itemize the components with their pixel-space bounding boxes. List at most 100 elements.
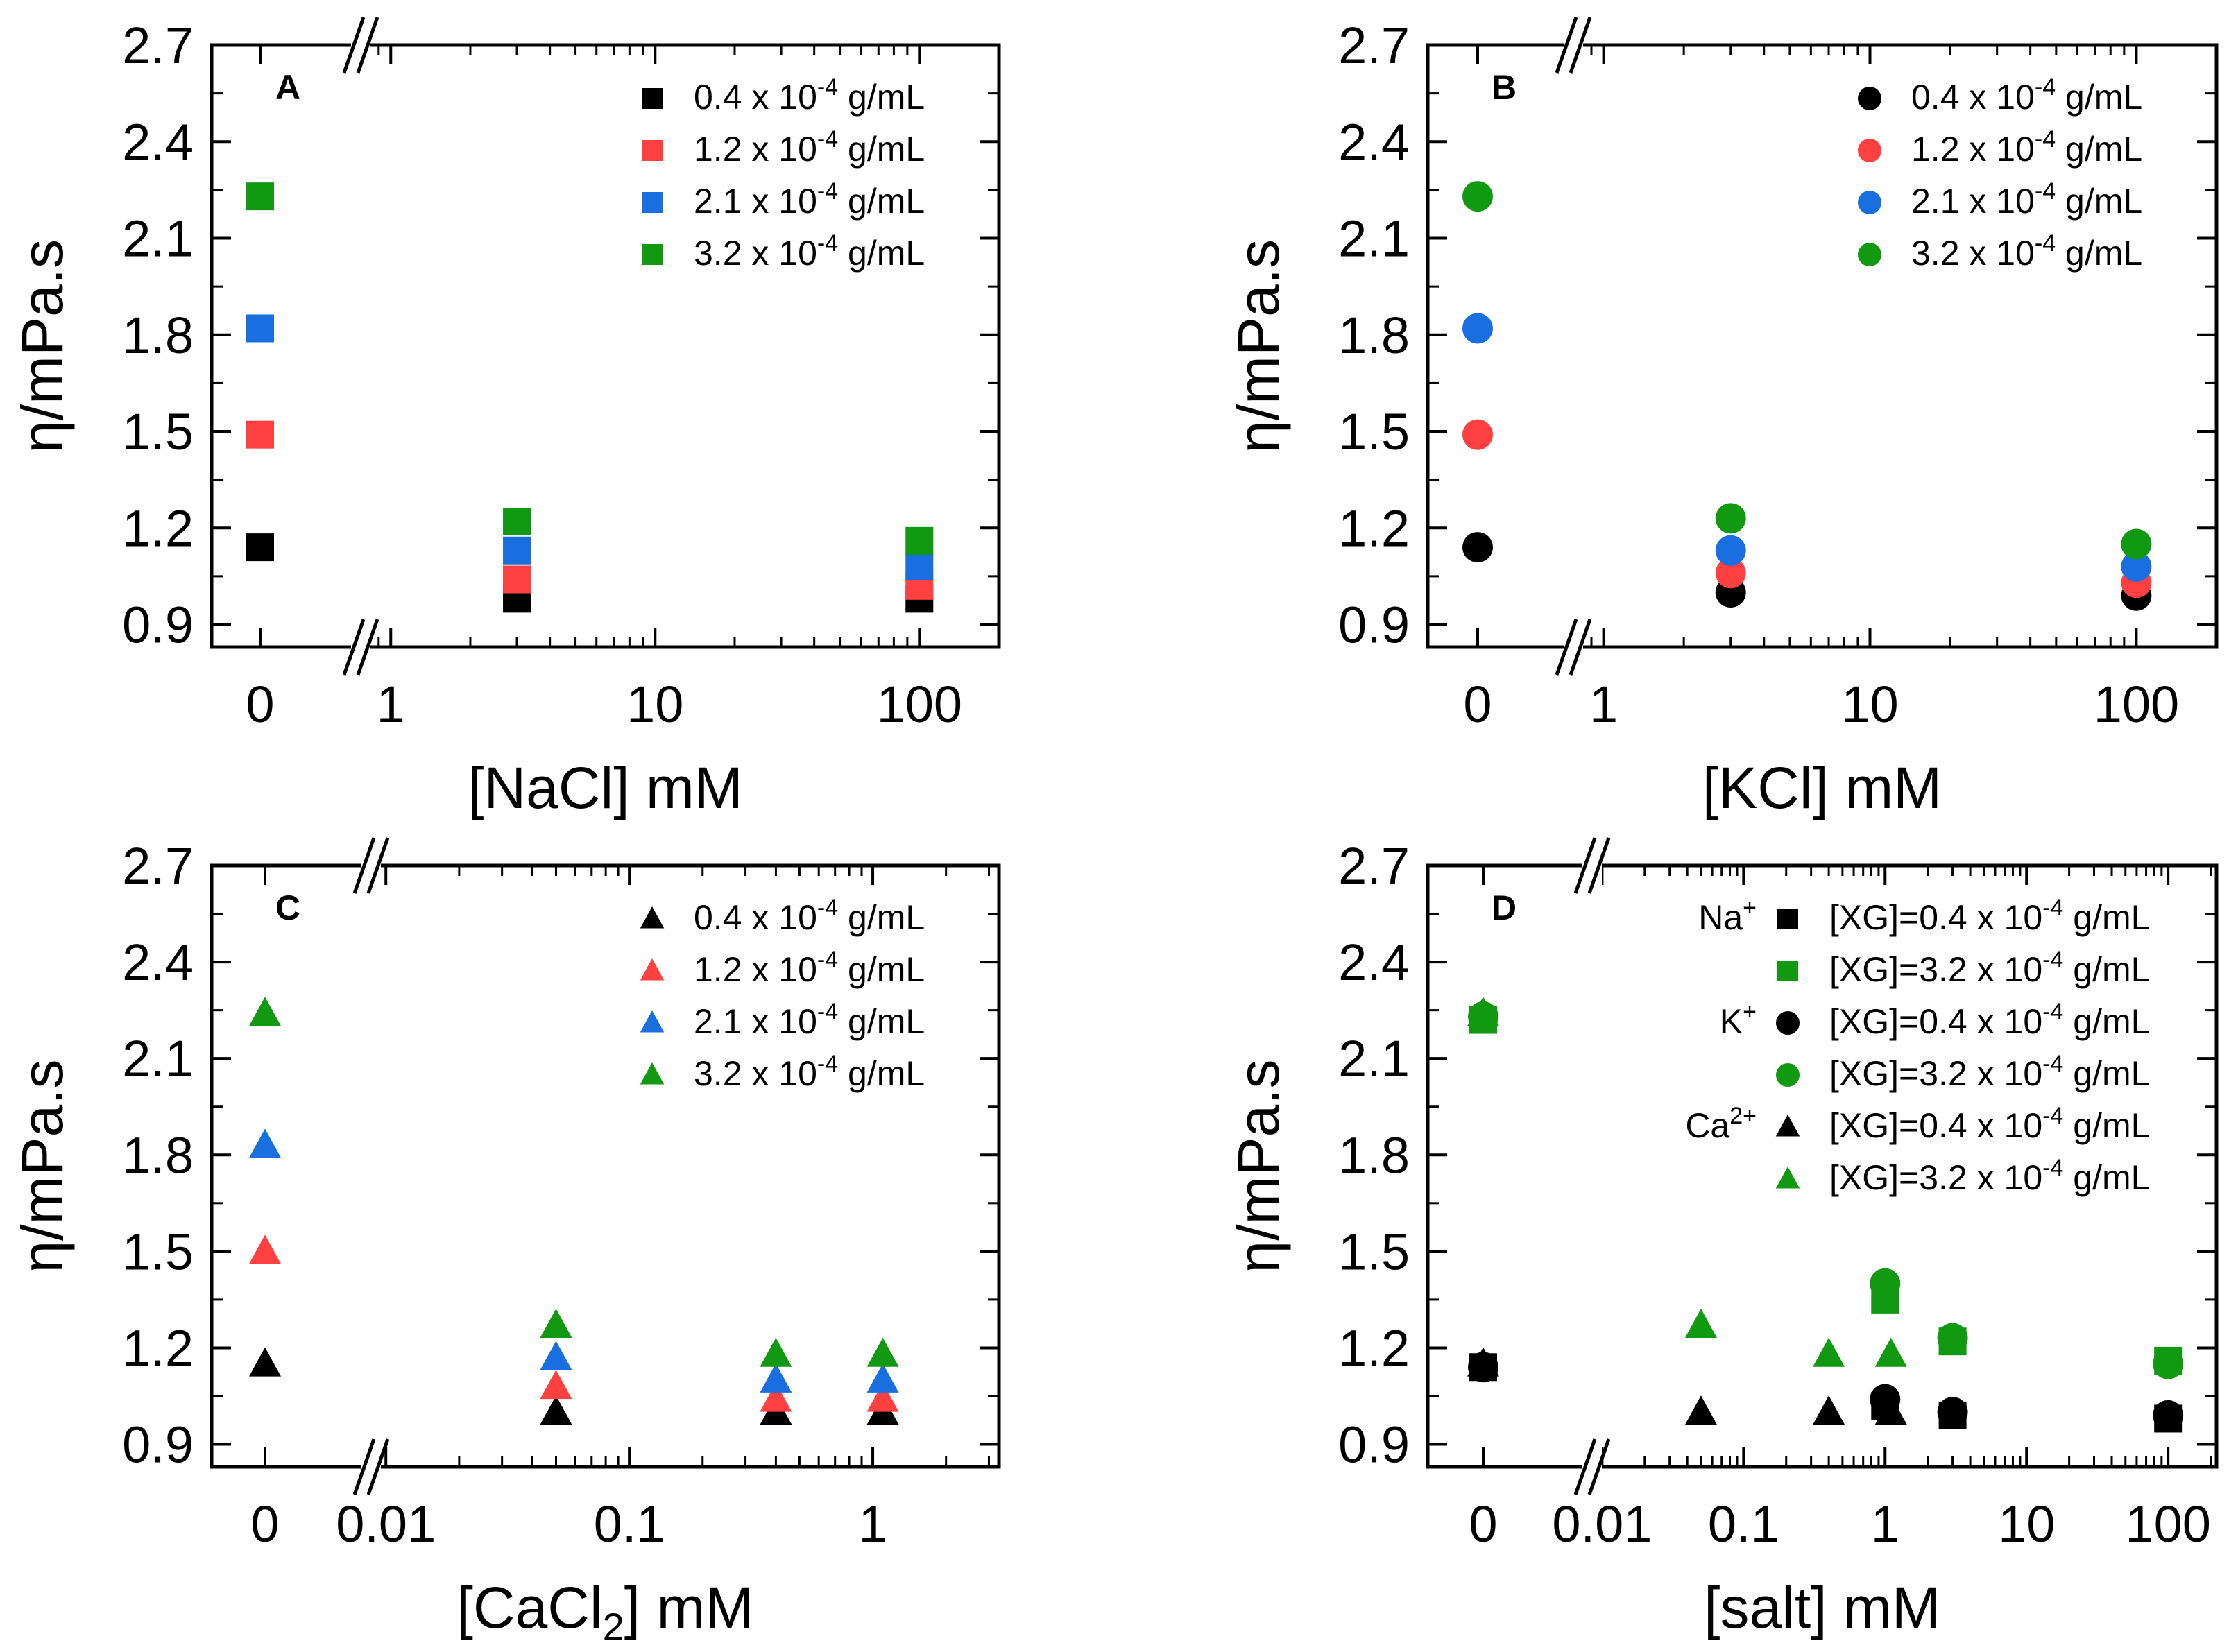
legend-label-unit: g/mL bbox=[2063, 1054, 2150, 1093]
legend-marker bbox=[640, 1062, 665, 1085]
legend-label: [XG]=3.2 x 10-4 g/mL bbox=[1829, 1051, 2150, 1093]
x-tick-label: 1 bbox=[1871, 1495, 1899, 1553]
series bbox=[249, 1347, 899, 1425]
legend-label-text: [XG]=0.4 x 10 bbox=[1829, 898, 2042, 937]
legend-label-unit: g/mL bbox=[838, 78, 925, 117]
legend-label-text: 0.4 x 10 bbox=[694, 78, 817, 117]
panel-b: 0.9 1.2 1.5 1.8 2.1 2.4 2.7 0 1 10 100 [KCl] mM η/mP… bbox=[1226, 17, 2219, 820]
legend-label-unit: g/mL bbox=[838, 950, 925, 989]
axis-break-mark bbox=[1573, 1438, 1597, 1495]
y-tick-label: 2.4 bbox=[1338, 113, 1410, 171]
legend-label: 2.1 x 10-4 g/mL bbox=[694, 178, 925, 221]
panel-letter: D bbox=[1492, 888, 1517, 927]
legend-ion-text: Na bbox=[1698, 898, 1743, 937]
data-point bbox=[249, 1128, 281, 1158]
legend-label-unit: g/mL bbox=[2063, 898, 2150, 937]
legend-marker bbox=[642, 140, 663, 161]
series bbox=[246, 533, 934, 613]
axis-break-mark bbox=[342, 619, 366, 676]
x-tick-label: 0 bbox=[1463, 676, 1492, 733]
legend-marker bbox=[640, 906, 665, 929]
legend-label: 2.1 x 10-4 g/mL bbox=[1911, 178, 2142, 221]
data-point bbox=[1813, 1395, 1845, 1425]
legend-label-text: 3.2 x 10 bbox=[1911, 234, 2035, 273]
x-axis-label: [salt] mM bbox=[1704, 1575, 1940, 1640]
axis-break-mark bbox=[1555, 17, 1578, 74]
legend-label-exp: -4 bbox=[2042, 947, 2063, 973]
axis-break-mark bbox=[352, 837, 376, 894]
data-point bbox=[1870, 1268, 1901, 1299]
y-tick-label: 2.7 bbox=[1338, 17, 1410, 74]
x-tick-label: 0.1 bbox=[594, 1495, 665, 1553]
legend: 0.4 x 10-4 g/mL1.2 x 10-4 g/mL2.1 x 10-4… bbox=[642, 74, 925, 273]
legend-label-text: 0.4 x 10 bbox=[694, 898, 817, 937]
data-point bbox=[503, 565, 531, 594]
data-point bbox=[1937, 1397, 1968, 1428]
data-point bbox=[540, 1341, 572, 1370]
data-point bbox=[246, 182, 274, 211]
data-point bbox=[503, 507, 531, 535]
legend-marker bbox=[642, 244, 663, 265]
panel-c: 0.9 1.2 1.5 1.8 2.1 2.4 2.7 0 0.01 0.1 1 [CaCl2] mM… bbox=[10, 837, 1001, 1649]
legend-label: [XG]=3.2 x 10-4 g/mL bbox=[1829, 1155, 2150, 1197]
legend-label: 2.1 x 10-4 g/mL bbox=[694, 999, 925, 1041]
x-axis-label: [KCl] mM bbox=[1702, 755, 1942, 820]
legend-label-exp: -4 bbox=[817, 999, 838, 1025]
data-point bbox=[249, 1347, 281, 1377]
panel-letter: B bbox=[1492, 68, 1517, 107]
legend-marker bbox=[1776, 1063, 1800, 1087]
legend-marker bbox=[642, 192, 663, 213]
y-tick-label: 1.8 bbox=[122, 307, 194, 364]
legend-marker bbox=[640, 958, 665, 981]
data-point bbox=[866, 1363, 899, 1393]
data-point bbox=[1937, 1323, 1968, 1354]
legend: 0.4 x 10-4 g/mL1.2 x 10-4 g/mL2.1 x 10-4… bbox=[640, 895, 925, 1093]
legend-label-exp: -4 bbox=[2042, 1051, 2063, 1077]
legend-label-exp: -4 bbox=[2035, 74, 2056, 101]
legend-label-exp: -4 bbox=[2035, 178, 2056, 205]
axis-break-mark bbox=[1569, 619, 1592, 676]
legend-marker bbox=[1858, 139, 1881, 162]
legend-marker bbox=[1858, 87, 1881, 110]
x-tick-label: 10 bbox=[1998, 1495, 2055, 1553]
legend-label-unit: g/mL bbox=[2063, 1106, 2150, 1145]
legend-ion-label: Na+ bbox=[1698, 895, 1757, 937]
data-point bbox=[2153, 1400, 2184, 1431]
legend-marker bbox=[1777, 961, 1798, 981]
series bbox=[249, 1128, 899, 1393]
legend-label: 3.2 x 10-4 g/mL bbox=[694, 230, 925, 273]
y-tick-label: 2.7 bbox=[122, 17, 194, 74]
legend-label: 3.2 x 10-4 g/mL bbox=[1911, 230, 2142, 273]
axis-break-mark bbox=[356, 619, 379, 676]
legend: 0.4 x 10-4 g/mL1.2 x 10-4 g/mL2.1 x 10-4… bbox=[1858, 74, 2142, 273]
x-tick-label: 0.1 bbox=[1708, 1495, 1779, 1553]
legend-label-exp: -4 bbox=[2042, 999, 2063, 1025]
y-tick-label: 1.5 bbox=[122, 403, 194, 461]
legend-marker bbox=[1775, 1167, 1800, 1189]
axis-break-mark bbox=[1587, 837, 1611, 894]
legend-label-exp: -4 bbox=[2042, 895, 2063, 921]
series bbox=[246, 314, 934, 580]
data-point bbox=[1462, 532, 1493, 563]
legend-label: 1.2 x 10-4 g/mL bbox=[694, 126, 925, 169]
legend-label-exp: -4 bbox=[817, 947, 838, 973]
data-point bbox=[760, 1382, 792, 1412]
legend-marker bbox=[1858, 191, 1881, 214]
x-tick-label: 0 bbox=[250, 1495, 279, 1553]
legend-label-text: [XG]=3.2 x 10 bbox=[1829, 1054, 2042, 1093]
data-point bbox=[1874, 1395, 1907, 1425]
legend-marker bbox=[1858, 243, 1881, 266]
data-point bbox=[1874, 1337, 1907, 1367]
y-tick-label: 2.7 bbox=[122, 837, 194, 895]
legend-label-text: [XG]=0.4 x 10 bbox=[1829, 1002, 2042, 1041]
data-point bbox=[540, 1395, 572, 1425]
data-point bbox=[249, 1234, 281, 1264]
x-tick-label: 0.01 bbox=[1552, 1495, 1652, 1553]
y-tick-label: 2.4 bbox=[122, 933, 194, 991]
legend-marker bbox=[1775, 1115, 1800, 1137]
series bbox=[249, 997, 899, 1367]
x-tick-label: 10 bbox=[626, 676, 683, 733]
y-tick-label: 0.9 bbox=[122, 1416, 194, 1474]
data-point bbox=[760, 1363, 792, 1393]
